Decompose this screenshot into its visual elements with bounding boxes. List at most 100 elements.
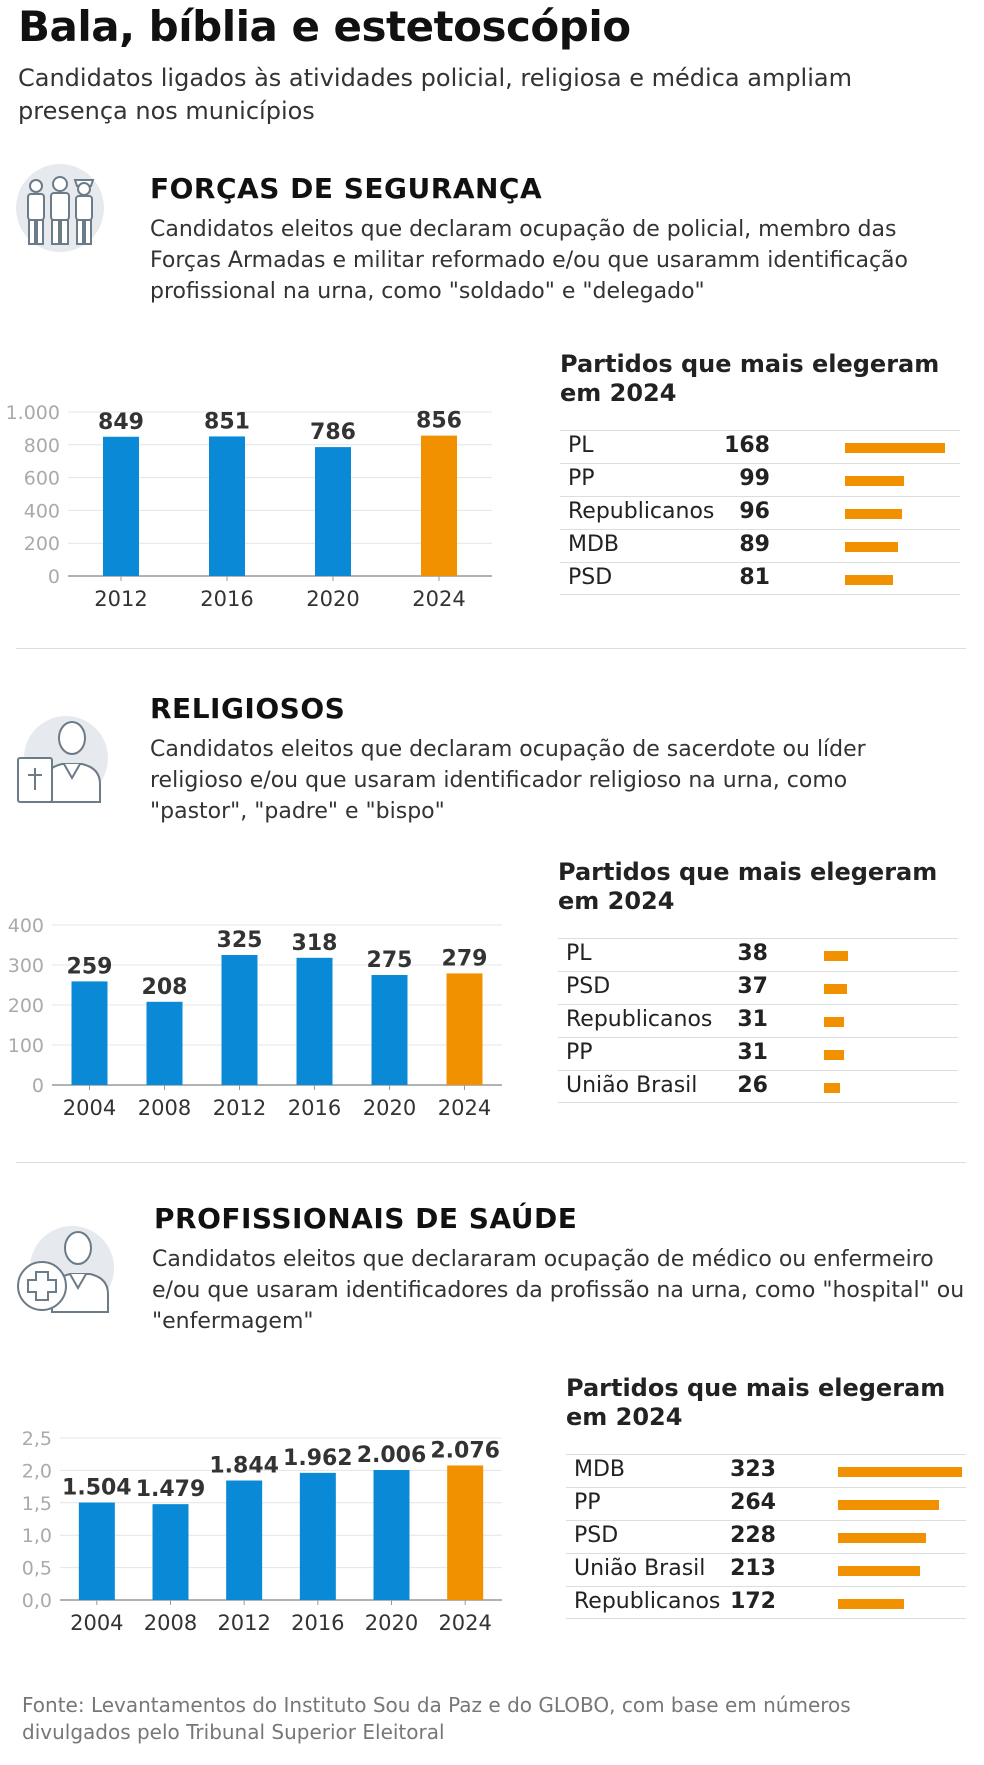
party-name: PP — [574, 1490, 601, 1515]
ranking-row: PSD 228 — [566, 1520, 966, 1553]
ranking-title: Partidos que mais elegeram em 2024 — [566, 1374, 946, 1431]
ranking-row: PP 264 — [566, 1487, 966, 1520]
x-tick-label: 2008 — [138, 1096, 191, 1120]
party-value: 323 — [730, 1457, 776, 1482]
x-tick-label: 2012 — [217, 1611, 270, 1635]
bar-chart-saude: 0,0 0,5 1,0 1,5 2,0 2,5 1.504 2004 1.479 2008 1.84… — [22, 1428, 502, 1635]
y-tick-label: 2,5 — [22, 1428, 52, 1450]
ranking-row: MDB 323 — [566, 1454, 966, 1487]
bar — [299, 1472, 336, 1600]
y-tick-label: 2,0 — [22, 1460, 52, 1482]
party-value: 228 — [730, 1523, 776, 1548]
party-value: 37 — [737, 974, 768, 999]
party-name: Republicanos — [574, 1589, 721, 1614]
ranking-row: Republicanos 96 — [560, 496, 960, 529]
section-divider — [16, 1162, 966, 1163]
data-label: 2.006 — [357, 1443, 427, 1468]
section-description: Candidatos eleitos que declararam ocupaç… — [152, 1247, 965, 1334]
bar-chart-religiosos: 0 100 200 300 400 259 2004 208 2008 325 2012 318 201… — [8, 915, 502, 1120]
section-description: Candidatos eleitos que declaram ocupação… — [150, 217, 908, 304]
ranking-religiosos: Partidos que mais elegeram em 2024 PL 38 PS… — [558, 858, 958, 1103]
y-tick-label: 0 — [48, 566, 60, 588]
bar — [146, 1001, 183, 1085]
party-value: 81 — [739, 565, 770, 590]
party-bar — [845, 476, 904, 486]
bar-chart-seguranca: 0 200 400 600 800 1.000 849 2012 851 2016 786 2020 8… — [6, 402, 492, 611]
party-value: 31 — [737, 1007, 768, 1032]
y-tick-label: 1,5 — [22, 1493, 52, 1515]
y-tick-label: 400 — [24, 500, 60, 522]
party-name: União Brasil — [566, 1073, 698, 1098]
data-label: 856 — [416, 409, 462, 434]
source-note: Fonte: Levantamentos do Instituto Sou da… — [22, 1693, 851, 1744]
party-name: PSD — [568, 565, 613, 590]
bar — [221, 955, 258, 1085]
bar — [373, 1470, 410, 1600]
data-label: 851 — [204, 409, 250, 434]
party-name: MDB — [574, 1457, 626, 1482]
y-tick-label: 800 — [24, 435, 60, 457]
party-name: MDB — [568, 532, 620, 557]
data-label: 279 — [442, 946, 488, 971]
party-name: PSD — [566, 974, 611, 999]
party-bar — [824, 951, 848, 961]
data-label: 849 — [98, 410, 144, 435]
party-bar — [838, 1500, 940, 1510]
bar — [371, 975, 408, 1085]
y-tick-label: 1.000 — [6, 402, 60, 424]
ranking-list: PL 38 PSD 37 Republicanos 31 PP 31 União Brasil 2… — [558, 938, 958, 1103]
party-value: 172 — [730, 1589, 776, 1614]
y-tick-label: 200 — [24, 533, 60, 555]
party-value: 213 — [730, 1556, 776, 1581]
health-professional-icon — [17, 1226, 114, 1313]
ranking-row: União Brasil 26 — [558, 1070, 958, 1103]
y-tick-label: 0,5 — [22, 1558, 52, 1580]
data-label: 1.962 — [283, 1446, 353, 1471]
party-value: 38 — [737, 941, 768, 966]
bar — [78, 1502, 115, 1600]
x-tick-label: 2020 — [306, 587, 359, 611]
ranking-list: MDB 323 PP 264 PSD 228 União Brasil 213 Republic… — [566, 1454, 966, 1619]
data-label: 1.844 — [209, 1454, 279, 1479]
section-description: Candidatos eleitos que declaram ocupação… — [150, 737, 866, 824]
party-bar — [824, 1083, 841, 1093]
ranking-row: PL 38 — [558, 938, 958, 971]
party-name: PL — [568, 433, 594, 458]
ranking-list: PL 168 PP 99 Republicanos 96 MDB 89 PSD 81 — [560, 430, 960, 595]
bar — [103, 436, 139, 576]
party-bar — [845, 443, 945, 453]
data-label: 208 — [142, 975, 188, 1000]
ranking-row: União Brasil 213 — [566, 1553, 966, 1586]
ranking-title: Partidos que mais elegeram em 2024 — [558, 858, 938, 915]
y-tick-label: 1,0 — [22, 1525, 52, 1547]
party-value: 26 — [737, 1073, 768, 1098]
ranking-row: Republicanos 31 — [558, 1004, 958, 1037]
party-name: PP — [568, 466, 595, 491]
party-value: 96 — [739, 499, 770, 524]
party-bar — [824, 1050, 844, 1060]
section-divider — [16, 648, 966, 649]
ranking-title: Partidos que mais elegeram em 2024 — [560, 350, 940, 407]
x-tick-label: 2024 — [438, 1611, 491, 1635]
x-tick-label: 2020 — [365, 1611, 418, 1635]
party-name: PSD — [574, 1523, 619, 1548]
party-name: Republicanos — [566, 1007, 713, 1032]
x-tick-label: 2024 — [438, 1096, 491, 1120]
bar — [152, 1504, 189, 1600]
party-value: 99 — [739, 466, 770, 491]
party-name: PP — [566, 1040, 593, 1065]
party-name: União Brasil — [574, 1556, 706, 1581]
party-bar — [845, 509, 903, 519]
data-label: 325 — [217, 928, 263, 953]
party-name: Republicanos — [568, 499, 715, 524]
x-tick-label: 2004 — [63, 1096, 116, 1120]
bar — [447, 1465, 484, 1600]
y-tick-label: 300 — [8, 955, 44, 977]
page-title: Bala, bíblia e estetoscópio — [18, 2, 631, 51]
ranking-row: PSD 81 — [560, 562, 960, 595]
data-label: 1.504 — [62, 1476, 132, 1501]
section-title: RELIGIOSOS — [150, 692, 346, 725]
bar — [315, 447, 351, 576]
police-officers-icon — [16, 164, 104, 252]
party-name: PL — [566, 941, 592, 966]
